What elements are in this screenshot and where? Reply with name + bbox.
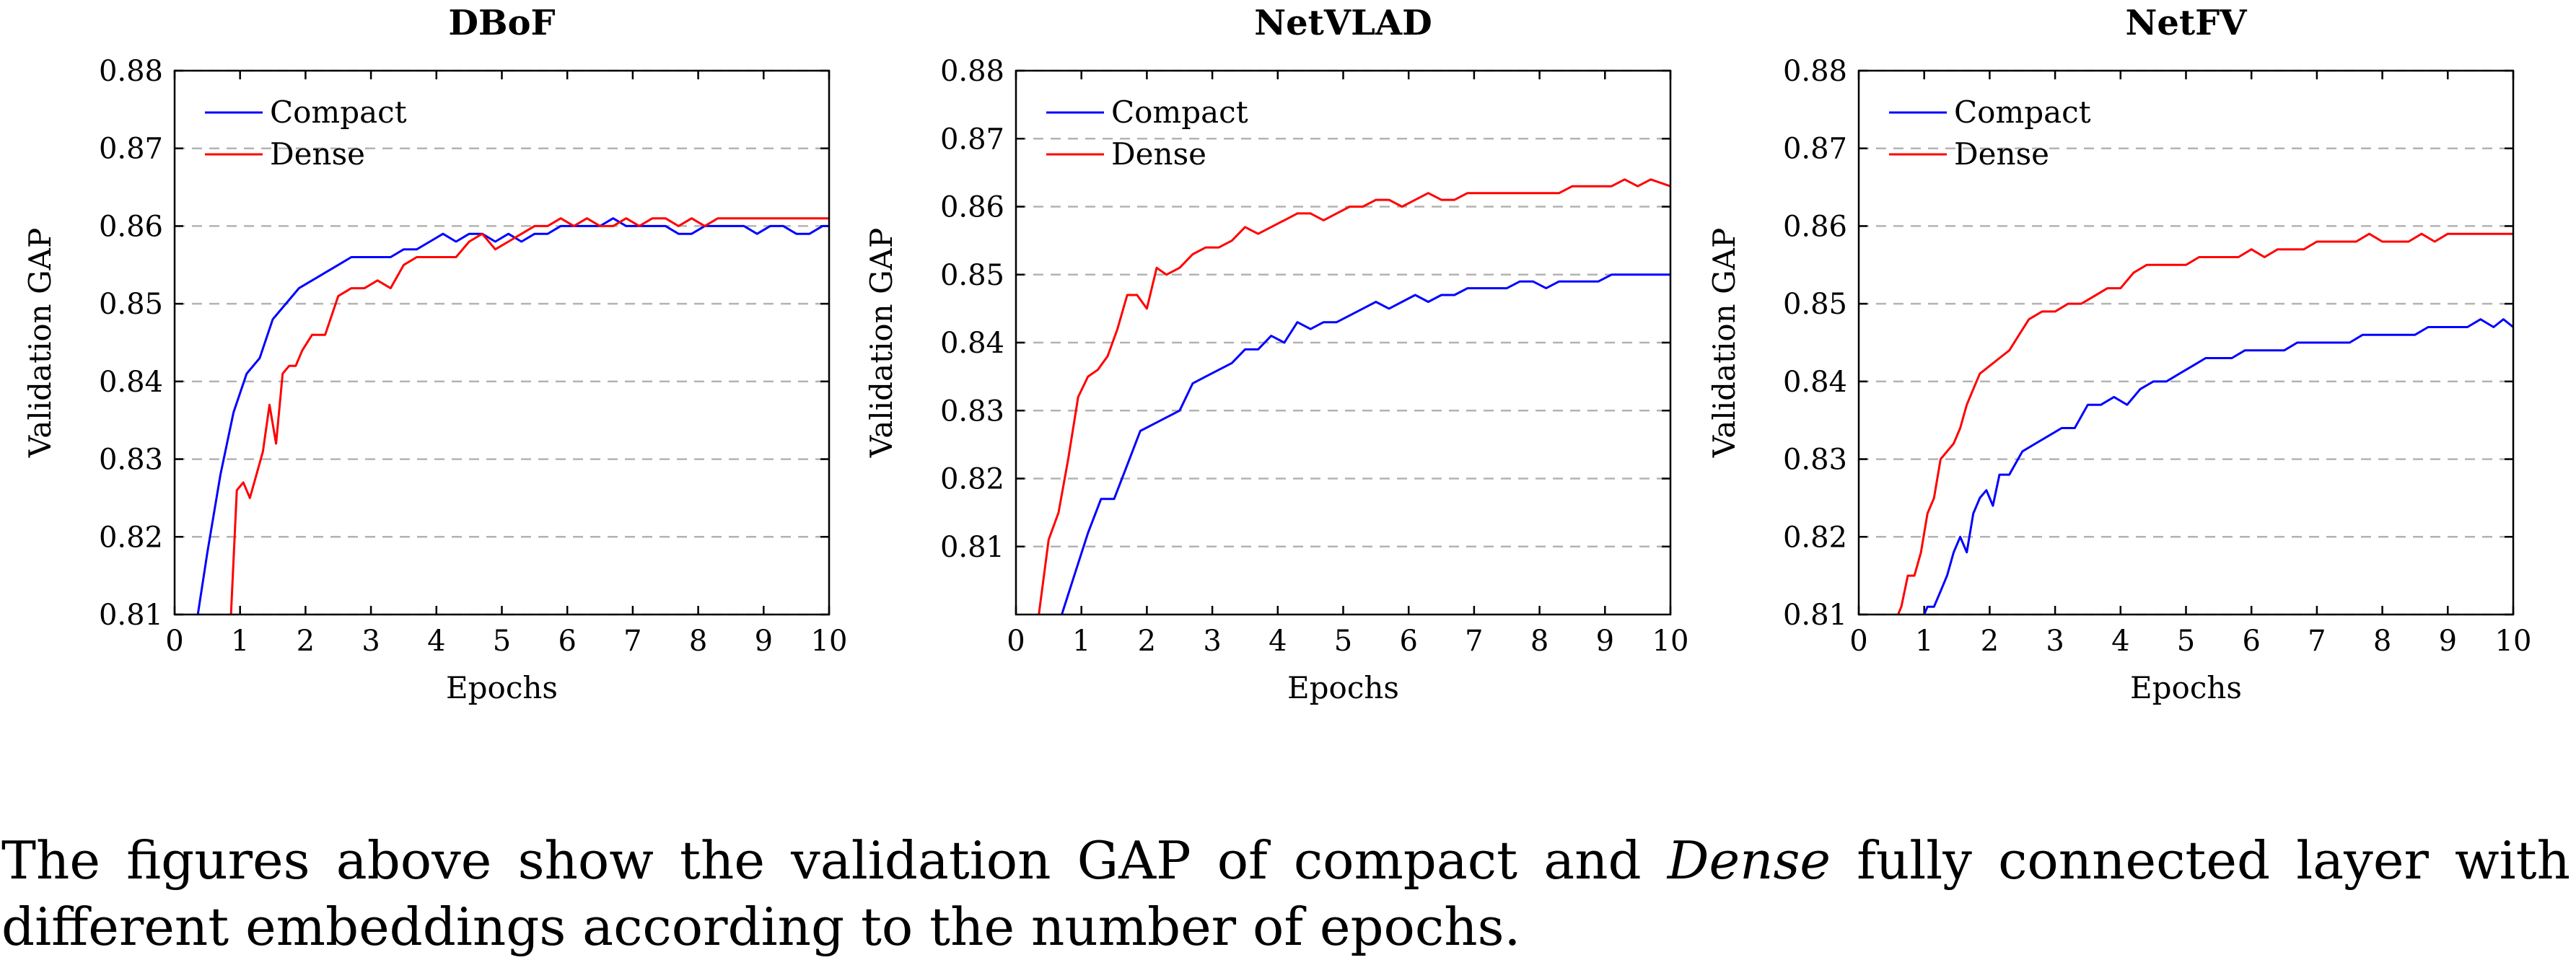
legend-label-compact: Compact <box>270 94 407 130</box>
figure-caption: The figures above show the validation GA… <box>1 827 2570 960</box>
y-axis-label: Validation GAP <box>1707 228 1742 458</box>
x-tick-label: 6 <box>2242 625 2260 658</box>
x-tick-label: 3 <box>362 625 380 658</box>
legend-label-dense: Dense <box>270 136 365 172</box>
figure-panels: 0.81 0.82 0.83 0.84 0.85 0.86 0.87 0.88 0 1 2 3 4 5 6 7… <box>22 3 2531 705</box>
y-tick-label: 0.83 <box>940 395 1004 428</box>
series-line-dense <box>1896 232 2513 615</box>
y-tick-label: 0.81 <box>1783 599 1847 632</box>
x-tick-label: 10 <box>2495 625 2532 658</box>
y-tick-label: 0.83 <box>99 444 163 477</box>
x-tick-label: 2 <box>297 625 315 658</box>
x-tick-label: 9 <box>755 625 773 658</box>
x-tick-label: 4 <box>1269 625 1287 658</box>
chart-title: NetFV <box>2126 3 2248 43</box>
y-tick-label: 0.84 <box>99 366 163 399</box>
x-axis-label: Epochs <box>2130 670 2242 705</box>
chart-dbof: 0.81 0.82 0.83 0.84 0.85 0.86 0.87 0.88 0 1 2 3 4 5 6 7… <box>22 3 847 705</box>
x-tick-label: 8 <box>689 625 707 658</box>
x-tick-label: 6 <box>558 625 576 658</box>
y-axis-label: Validation GAP <box>22 228 58 458</box>
plot-frame <box>173 69 831 616</box>
caption-emphasis: Dense <box>1667 830 1831 891</box>
y-tick-label: 0.86 <box>99 210 163 243</box>
x-axis-label: Epochs <box>1287 670 1399 705</box>
y-tick-label: 0.88 <box>99 55 163 88</box>
x-tick-label: 10 <box>811 625 848 658</box>
x-tick-label: 5 <box>493 625 511 658</box>
y-axis-label: Validation GAP <box>864 228 899 458</box>
chart-title: DBoF <box>448 3 555 43</box>
caption-text-start: The figures above show the validation GA… <box>1 830 1668 891</box>
y-tick-label: 0.87 <box>99 133 163 166</box>
y-tick-label: 0.82 <box>940 463 1004 496</box>
y-tick-label: 0.83 <box>1783 444 1847 477</box>
y-tick-label: 0.85 <box>1783 288 1847 321</box>
series-line-compact <box>1061 273 1670 615</box>
x-tick-label: 1 <box>1915 625 1933 658</box>
x-tick-label: 8 <box>1530 625 1548 658</box>
y-tick-label: 0.81 <box>99 599 163 632</box>
x-axis-label: Epochs <box>446 670 558 705</box>
x-tick-label: 3 <box>1203 625 1221 658</box>
x-tick-label: 5 <box>2177 625 2195 658</box>
y-tick-label: 0.86 <box>1783 210 1847 243</box>
x-tick-label: 0 <box>1007 625 1025 658</box>
x-tick-label: 8 <box>2373 625 2391 658</box>
series-line-dense <box>229 217 829 615</box>
x-tick-label: 4 <box>2111 625 2129 658</box>
x-tick-label: 6 <box>1399 625 1417 658</box>
series-line-dense <box>1038 178 1670 615</box>
chart-title: NetVLAD <box>1254 3 1432 43</box>
x-tick-label: 3 <box>2046 625 2064 658</box>
series-line-compact <box>196 217 829 615</box>
x-tick-label: 7 <box>2308 625 2326 658</box>
y-tick-label: 0.85 <box>940 259 1004 292</box>
y-tick-label: 0.87 <box>940 123 1004 156</box>
plot-frame <box>1857 69 2515 616</box>
x-tick-label: 9 <box>1596 625 1614 658</box>
y-tick-label: 0.85 <box>99 288 163 321</box>
x-tick-label: 7 <box>623 625 641 658</box>
legend-label-compact: Compact <box>1111 94 1248 130</box>
x-tick-label: 5 <box>1334 625 1352 658</box>
x-tick-label: 10 <box>1652 625 1689 658</box>
legend-label-compact: Compact <box>1954 94 2091 130</box>
y-tick-label: 0.88 <box>940 55 1004 88</box>
series-line-compact <box>1923 318 2513 615</box>
y-tick-label: 0.82 <box>99 521 163 554</box>
y-tick-label: 0.88 <box>1783 55 1847 88</box>
y-tick-label: 0.87 <box>1783 133 1847 166</box>
plot-frame <box>1015 69 1672 616</box>
y-tick-label: 0.84 <box>1783 366 1847 399</box>
y-tick-label: 0.81 <box>940 531 1004 564</box>
x-tick-label: 0 <box>1849 625 1867 658</box>
y-tick-label: 0.86 <box>940 191 1004 224</box>
legend-label-dense: Dense <box>1954 136 2049 172</box>
x-tick-label: 9 <box>2439 625 2457 658</box>
x-tick-label: 1 <box>231 625 249 658</box>
y-tick-label: 0.82 <box>1783 521 1847 554</box>
x-tick-label: 2 <box>1981 625 1999 658</box>
chart-netfv: 0.81 0.82 0.83 0.84 0.85 0.86 0.87 0.88 0 1 2 3 4 5 6 7… <box>1707 3 2531 705</box>
x-tick-label: 0 <box>165 625 183 658</box>
legend-label-dense: Dense <box>1111 136 1206 172</box>
x-tick-label: 4 <box>427 625 445 658</box>
chart-netvlad: 0.81 0.82 0.83 0.84 0.85 0.86 0.87 0.88 0 1 2 3 4 5 6 7… <box>864 3 1688 705</box>
y-tick-label: 0.84 <box>940 327 1004 360</box>
x-tick-label: 7 <box>1465 625 1483 658</box>
x-tick-label: 2 <box>1138 625 1156 658</box>
x-tick-label: 1 <box>1072 625 1090 658</box>
